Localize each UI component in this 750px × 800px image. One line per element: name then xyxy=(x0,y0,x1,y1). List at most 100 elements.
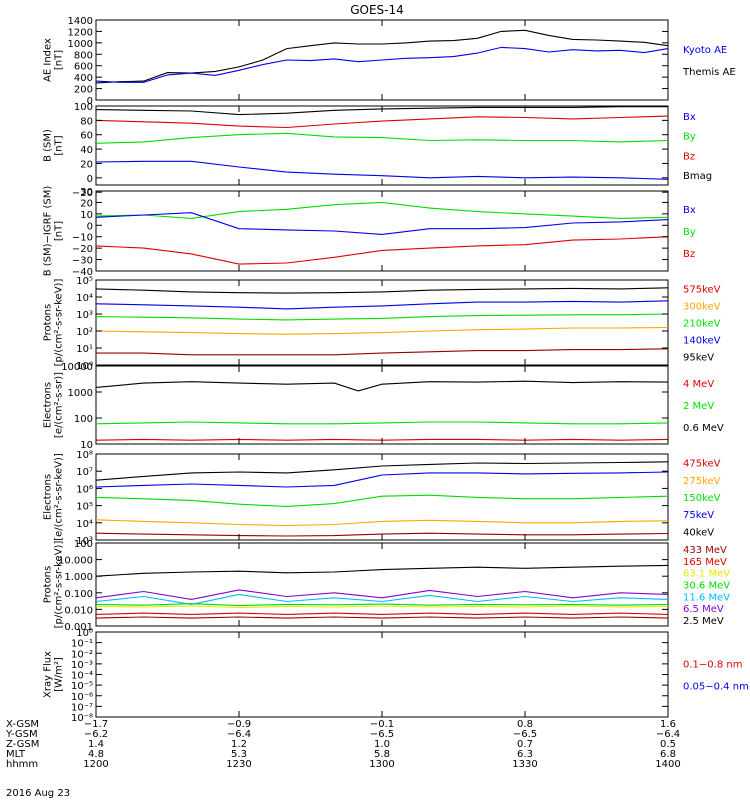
y-tick-label: 10⁵ xyxy=(76,502,93,513)
series-line-3 xyxy=(95,132,669,144)
y-axis-label: B (SM)−IGRF (SM) [nT] xyxy=(43,186,65,277)
y-axis-label-line: Protons xyxy=(43,304,54,341)
y-tick-label: 0 xyxy=(87,174,93,185)
y-tick-label: 10⁰ xyxy=(76,628,93,639)
y-axis-label: B (SM) [nT] xyxy=(43,129,65,162)
series-line-6 xyxy=(95,612,669,615)
legend-entry: 0.1−0.8 nm xyxy=(683,660,742,671)
x-row-value: 5.8 xyxy=(374,749,390,760)
x-row-value: −6.5 xyxy=(513,729,537,740)
y-tick-label: 0 xyxy=(87,221,93,232)
y-axis-label-line: B (SM) xyxy=(43,129,54,162)
legend-entry: 63.1 MeV xyxy=(683,569,730,580)
series-line-3 xyxy=(95,593,669,605)
series-line-3 xyxy=(95,494,669,507)
y-tick-label: 10⁻⁸ xyxy=(71,713,93,724)
x-row-value: 5.3 xyxy=(231,749,247,760)
y-tick-label: 10⁻⁷ xyxy=(71,702,93,713)
series-line-2 xyxy=(95,300,669,310)
y-tick-label: 1400 xyxy=(68,16,93,27)
series-line-4 xyxy=(95,160,669,180)
x-row-label: hhmm xyxy=(6,759,38,770)
y-tick-label: 40 xyxy=(80,145,93,156)
x-row-value: 0.5 xyxy=(660,739,676,750)
y-tick-label: 10⁴ xyxy=(76,293,93,304)
y-tick-label: −30 xyxy=(72,256,93,267)
y-tick-label: 10¹ xyxy=(76,344,93,355)
x-row-value: 4.8 xyxy=(88,749,104,760)
y-axis-label-line: [nT] xyxy=(54,50,65,70)
chart-title: GOES-14 xyxy=(350,3,404,17)
legend-entry: Bmag xyxy=(683,171,712,182)
legend-entry: 0.6 MeV xyxy=(683,423,724,434)
legend-entry: Bx xyxy=(683,205,696,216)
panel-frame xyxy=(95,631,669,718)
panel-frame xyxy=(95,190,669,272)
y-tick-label: 0.100 xyxy=(64,589,93,600)
x-row-value: 1230 xyxy=(226,759,251,770)
date-label: 2016 Aug 23 xyxy=(6,788,70,799)
legend-entry: 275keV xyxy=(683,476,721,487)
y-tick-label: 10 xyxy=(80,440,93,451)
y-axis-label: Protons [p/(cm²-s-sr-keV)] xyxy=(43,279,65,367)
y-tick-label: 10³ xyxy=(76,310,93,321)
legend-entry: 300keV xyxy=(683,302,721,313)
x-row-label: Z-GSM xyxy=(6,739,39,750)
y-tick-label: 10⁵ xyxy=(76,276,93,287)
y-axis-label: Electrons [e/(cm²-s-sr-keV)] xyxy=(43,453,65,541)
x-row-label: MLT xyxy=(6,749,26,760)
y-axis-label-line: Protons xyxy=(43,566,54,603)
series-line-3 xyxy=(95,313,669,321)
y-tick-label: −20 xyxy=(72,188,93,199)
x-row-value: 1.2 xyxy=(231,739,247,750)
y-axis-label-line: [e/(cm²-s-sr)] xyxy=(54,372,65,438)
series-line-2 xyxy=(95,212,669,235)
panel-4: 10⁵ 10⁴ 10³ 10² 10¹ 10⁰ Protons [p/(cm²-s-sr-ke… xyxy=(43,276,721,372)
y-axis-label-line: B (SM)−IGRF (SM) xyxy=(43,186,54,277)
y-tick-label: 200 xyxy=(74,85,93,96)
x-row-value: 1330 xyxy=(512,759,537,770)
y-tick-label: 10⁰ xyxy=(76,361,93,372)
series-line-5 xyxy=(95,605,669,609)
y-axis-label-line: [nT] xyxy=(54,221,65,241)
series-line-1 xyxy=(95,287,669,294)
y-axis-label-line: Electrons xyxy=(43,474,54,520)
legend-entry: 2.5 MeV xyxy=(683,616,724,627)
y-tick-label: 10000 xyxy=(61,362,93,373)
panel-frame xyxy=(95,365,669,445)
x-row-value: −6.2 xyxy=(84,729,108,740)
x-row-value: −6.5 xyxy=(370,729,394,740)
x-row-label: X-GSM xyxy=(6,719,39,730)
legend-entry: 95keV xyxy=(683,353,714,364)
y-tick-label: 10⁻² xyxy=(71,649,93,660)
y-tick-label: 10⁴ xyxy=(76,519,93,530)
y-tick-label: 100 xyxy=(74,102,93,113)
x-axis-labels: X-GSM −1.7 −0.9 −0.1 0.8 1.6 Y-GSM −6.2 −6.4 −6.5… xyxy=(5,719,681,770)
y-tick-label: 10⁻⁶ xyxy=(71,692,93,703)
y-axis-label: AE Index [nT] xyxy=(43,38,65,82)
legend-entry: 6.5 MeV xyxy=(683,604,724,615)
x-row-value: −0.1 xyxy=(370,719,394,730)
y-tick-label: 10² xyxy=(76,327,93,338)
legend-entry: 4 MeV xyxy=(683,379,714,390)
panel-6: 10⁸ 10⁷ 10⁶ 10⁵ 10⁴ 10³ Electrons [e/(cm²-s-sr-… xyxy=(43,450,721,547)
y-tick-label: 0 xyxy=(87,96,93,107)
y-tick-label: 100 xyxy=(74,539,93,550)
y-tick-label: 400 xyxy=(74,73,93,84)
series-line-1 xyxy=(95,564,669,577)
y-tick-label: 800 xyxy=(74,50,93,61)
y-axis-label-line: [nT] xyxy=(54,135,65,155)
panel-2: 100 80 60 40 20 0 −20 B (SM) [nT] Bx By Bz Bmag xyxy=(43,102,713,199)
legend-entry: Kyoto AE xyxy=(683,45,727,56)
y-tick-label: 20 xyxy=(80,159,93,170)
y-tick-label: 10⁻⁴ xyxy=(71,671,93,682)
legend-entry: Bz xyxy=(683,151,695,162)
y-tick-label: 10³ xyxy=(76,536,93,547)
y-tick-label: 1000 xyxy=(68,388,93,399)
y-axis-label: Protons [p/(cm²-s-sr-keV)] xyxy=(43,541,65,629)
legend-entry: Themis AE xyxy=(682,67,736,78)
series-line-5 xyxy=(96,348,669,356)
